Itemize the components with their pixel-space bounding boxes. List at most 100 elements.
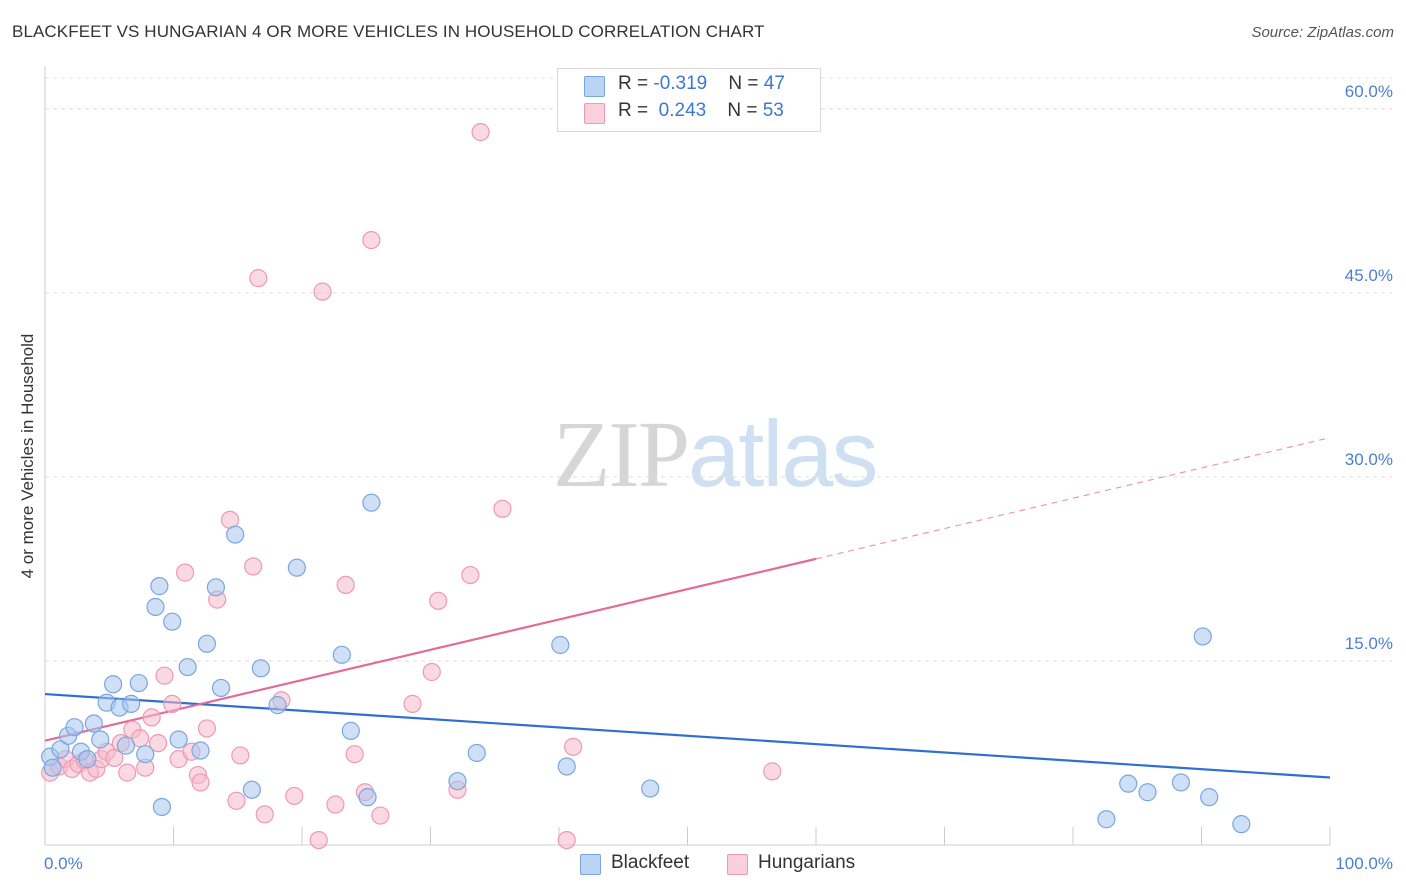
data-point-blackfeet	[163, 612, 182, 631]
data-point-blackfeet	[641, 779, 660, 798]
series-label-hungarians: Hungarians	[758, 852, 856, 873]
y-tick-label: 60.0%	[1345, 82, 1393, 101]
data-point-blackfeet	[78, 750, 97, 769]
x-tick-label: 100.0%	[1335, 854, 1393, 873]
data-point-hungarians	[362, 230, 381, 250]
y-tick-label: 30.0%	[1345, 450, 1393, 469]
data-point-blackfeet	[150, 577, 169, 596]
data-point-hungarians	[763, 762, 782, 781]
data-point-hungarians	[309, 830, 328, 850]
data-point-blackfeet	[197, 634, 217, 653]
data-point-hungarians	[493, 499, 512, 518]
data-point-hungarians	[249, 269, 268, 288]
legend-r-value: -0.319	[653, 73, 708, 94]
data-point-blackfeet	[104, 675, 123, 694]
data-point-blackfeet	[91, 730, 110, 749]
data-point-blackfeet	[1171, 773, 1191, 792]
data-point-blackfeet	[1138, 783, 1157, 802]
data-point-blackfeet	[146, 597, 165, 617]
data-point-blackfeet	[84, 714, 103, 733]
axes	[44, 66, 1331, 846]
data-points	[41, 123, 1251, 850]
data-point-hungarians	[197, 719, 217, 738]
data-point-hungarians	[155, 666, 174, 685]
data-point-blackfeet	[206, 578, 226, 597]
grid-lines	[45, 77, 1392, 662]
legend-text-hungarians: R = 0.243 N = 53	[618, 100, 784, 122]
data-point-hungarians	[285, 786, 304, 806]
data-point-hungarians	[471, 123, 490, 142]
data-point-hungarians	[345, 745, 364, 764]
data-point-hungarians	[461, 565, 480, 585]
data-point-blackfeet	[1193, 627, 1212, 646]
data-point-blackfeet	[1232, 815, 1251, 834]
data-point-hungarians	[191, 773, 210, 792]
data-point-blackfeet	[178, 657, 197, 677]
x-tick-label: 0.0%	[44, 854, 83, 873]
data-point-hungarians	[564, 737, 583, 756]
data-point-blackfeet	[191, 741, 210, 760]
data-point-blackfeet	[43, 758, 62, 777]
source-label: Source: ZipAtlas.com	[1251, 24, 1394, 41]
y-tick-label: 45.0%	[1345, 266, 1393, 285]
data-point-blackfeet	[467, 743, 486, 763]
data-point-hungarians	[429, 591, 448, 610]
data-point-blackfeet	[341, 721, 360, 740]
data-point-hungarians	[227, 791, 246, 810]
data-point-blackfeet	[358, 788, 377, 807]
legend-n-value: 53	[762, 100, 784, 121]
legend-r-label: R =	[618, 100, 654, 121]
series-swatch-hungarians	[727, 854, 748, 875]
legend-r-label: R =	[618, 73, 654, 94]
data-point-blackfeet	[1097, 810, 1116, 829]
data-point-hungarians	[118, 763, 137, 782]
data-point-blackfeet	[65, 718, 84, 737]
correlation-legend: R = -0.319 N = 47 R = 0.243 N = 53	[557, 68, 821, 132]
data-point-blackfeet	[226, 525, 245, 544]
data-point-hungarians	[422, 662, 441, 682]
data-point-blackfeet	[362, 493, 381, 512]
y-tick-label: 15.0%	[1345, 634, 1393, 653]
data-point-hungarians	[403, 694, 422, 713]
chart-title: BLACKFEET VS HUNGARIAN 4 OR MORE VEHICLE…	[12, 22, 765, 41]
tick-labels: 15.0% 30.0% 45.0% 60.0% 0.0% 100.0%	[44, 82, 1393, 873]
legend-swatch-blackfeet	[584, 76, 605, 97]
data-point-blackfeet	[448, 772, 467, 791]
trend-line-extension-hungarians	[815, 437, 1331, 560]
legend-swatch-hungarians	[584, 103, 605, 124]
data-point-blackfeet	[332, 645, 351, 664]
data-point-hungarians	[371, 806, 390, 825]
data-point-hungarians	[326, 795, 345, 814]
data-point-hungarians	[557, 830, 576, 850]
data-point-hungarians	[255, 805, 274, 824]
data-point-hungarians	[148, 734, 168, 753]
data-point-blackfeet	[152, 797, 172, 817]
data-point-blackfeet	[211, 678, 231, 698]
data-point-hungarians	[142, 708, 161, 727]
legend-n-value: 47	[763, 73, 785, 94]
data-point-blackfeet	[557, 757, 576, 776]
series-swatch-blackfeet	[580, 854, 601, 875]
series-label-blackfeet: Blackfeet	[611, 852, 690, 873]
data-point-blackfeet	[169, 730, 188, 749]
data-point-blackfeet	[129, 673, 148, 693]
data-point-blackfeet	[136, 745, 155, 764]
data-point-blackfeet	[242, 780, 261, 799]
data-point-blackfeet	[51, 740, 70, 759]
data-point-hungarians	[313, 282, 332, 301]
data-point-blackfeet	[121, 694, 141, 713]
trend-line-blackfeet	[44, 692, 1331, 779]
data-point-hungarians	[336, 575, 355, 594]
data-point-blackfeet	[1119, 774, 1138, 793]
legend-text-blackfeet: R = -0.319 N = 47	[618, 73, 785, 95]
data-point-blackfeet	[1200, 788, 1219, 807]
data-point-blackfeet	[116, 736, 136, 755]
legend-r-value: 0.243	[658, 100, 707, 121]
data-point-blackfeet	[268, 696, 287, 715]
data-point-hungarians	[175, 563, 195, 582]
data-point-blackfeet	[551, 635, 570, 655]
legend-n-label: N =	[728, 73, 764, 94]
data-point-hungarians	[163, 694, 182, 713]
legend-n-label: N =	[727, 100, 763, 121]
